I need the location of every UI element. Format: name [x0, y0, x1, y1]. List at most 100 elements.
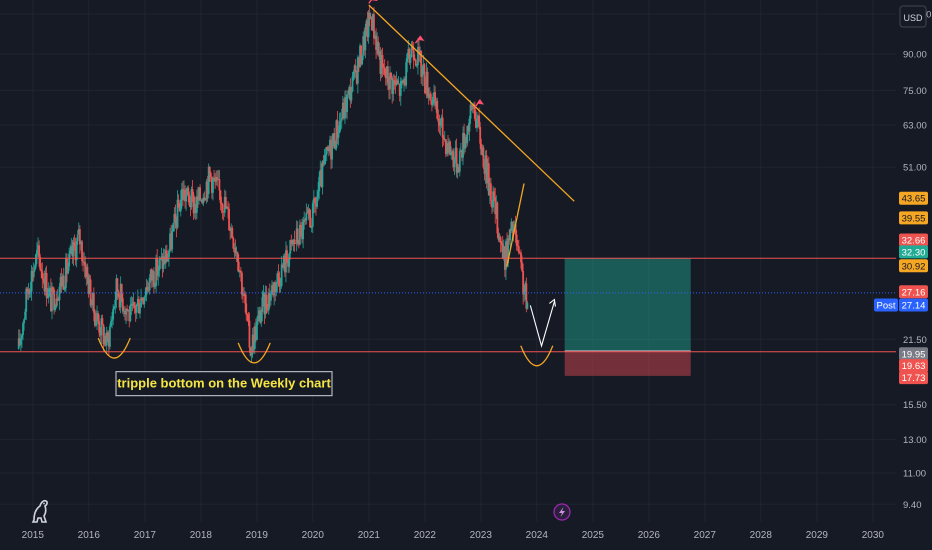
flag-marker-icon[interactable] — [474, 99, 485, 111]
flag-marker-icon[interactable] — [414, 35, 425, 47]
price-label-bg — [899, 298, 928, 312]
candle-body — [345, 97, 347, 113]
candle-body — [290, 240, 293, 241]
candle-body — [412, 50, 415, 60]
y-tick-label: 63.00 — [903, 121, 927, 132]
candle-body — [300, 224, 302, 227]
x-tick-label: 2029 — [806, 530, 829, 541]
candle-body — [149, 269, 152, 278]
candle-body — [455, 147, 458, 173]
candle-body — [283, 255, 286, 273]
candle-body — [70, 246, 73, 251]
candle-body — [89, 279, 92, 306]
candle-body — [366, 20, 369, 38]
candle-body — [161, 256, 164, 269]
candle-body — [447, 143, 449, 153]
candle-body — [231, 228, 234, 238]
candle-body — [43, 279, 46, 292]
y-tick-label: 11.00 — [903, 468, 926, 479]
candle-body — [276, 273, 279, 284]
tradingview-logo-icon[interactable] — [31, 499, 48, 523]
candle-body — [204, 198, 207, 201]
profit-zone[interactable] — [564, 258, 691, 351]
candle-body — [162, 256, 165, 269]
candle-body — [365, 20, 368, 31]
flag-marker-icon[interactable] — [368, 0, 379, 7]
x-tick-label: 2026 — [638, 530, 661, 541]
short-trendline[interactable] — [506, 183, 525, 267]
projection-path[interactable] — [529, 301, 555, 348]
candle-body — [61, 275, 64, 287]
candle-body — [125, 308, 127, 315]
candle-body — [222, 211, 225, 213]
loss-zone[interactable] — [564, 350, 691, 376]
candle-body — [241, 272, 243, 295]
candle-body — [163, 256, 166, 264]
candle-body — [209, 173, 212, 178]
candle-body — [334, 148, 337, 149]
annotation-box[interactable]: tripple bottom on the Weekly chart — [115, 371, 333, 397]
candle-body — [484, 155, 487, 174]
candle-body — [385, 66, 388, 79]
candle-body — [133, 302, 136, 308]
candle-body — [130, 303, 133, 306]
candle-body — [506, 241, 508, 263]
currency-badge[interactable]: USD — [899, 5, 927, 28]
candle-body — [189, 205, 192, 208]
candle-body — [235, 252, 238, 254]
candle-body — [351, 76, 354, 92]
candle-body — [304, 219, 307, 221]
candle-body — [373, 14, 375, 39]
bottom-arc[interactable] — [520, 345, 554, 367]
candle-body — [367, 12, 370, 38]
descending-trendline[interactable] — [368, 4, 575, 202]
candle-body — [457, 166, 460, 172]
candle-body — [75, 240, 78, 261]
candle-body — [44, 272, 47, 292]
candle-body — [183, 189, 185, 200]
candle-body — [174, 213, 177, 219]
lightning-event-icon[interactable] — [553, 503, 571, 521]
candle-body — [141, 297, 144, 301]
candle-body — [410, 47, 413, 57]
candle-body — [132, 302, 135, 306]
y-tick-label: 21.50 — [903, 335, 927, 346]
candle-body — [378, 51, 381, 56]
candle-body — [111, 319, 113, 322]
candle-body — [56, 298, 59, 301]
candle-body — [487, 163, 490, 196]
candle-body — [393, 79, 396, 81]
candle-body — [254, 326, 257, 340]
candle-body — [501, 244, 504, 259]
candle-body — [380, 55, 383, 74]
candle-body — [250, 351, 253, 356]
candle-body — [95, 319, 97, 326]
candle-body — [78, 229, 81, 245]
candle-body — [407, 48, 410, 55]
candle-body — [398, 83, 401, 96]
candle-body — [388, 83, 390, 90]
bottom-arc[interactable] — [237, 342, 271, 364]
candle-body — [91, 292, 94, 304]
candle-body — [466, 126, 469, 144]
candle-body — [362, 36, 365, 56]
candle-body — [248, 320, 251, 348]
candle-body — [427, 96, 430, 99]
bottom-arc[interactable] — [97, 337, 131, 359]
candle-body — [221, 204, 224, 212]
candle-body — [113, 306, 116, 309]
candle-body — [74, 246, 77, 261]
candle-body — [200, 199, 203, 201]
candle-body — [291, 240, 294, 245]
candle-body — [456, 166, 459, 173]
candle-body — [477, 115, 479, 121]
candle-body — [220, 202, 223, 205]
candle-body — [462, 132, 464, 158]
candle-body — [452, 151, 455, 168]
candle-body — [473, 105, 476, 119]
candle-body — [239, 270, 242, 273]
y-tick-label: 9.40 — [903, 500, 922, 511]
candle-body — [260, 312, 263, 323]
candle-body — [55, 298, 58, 308]
